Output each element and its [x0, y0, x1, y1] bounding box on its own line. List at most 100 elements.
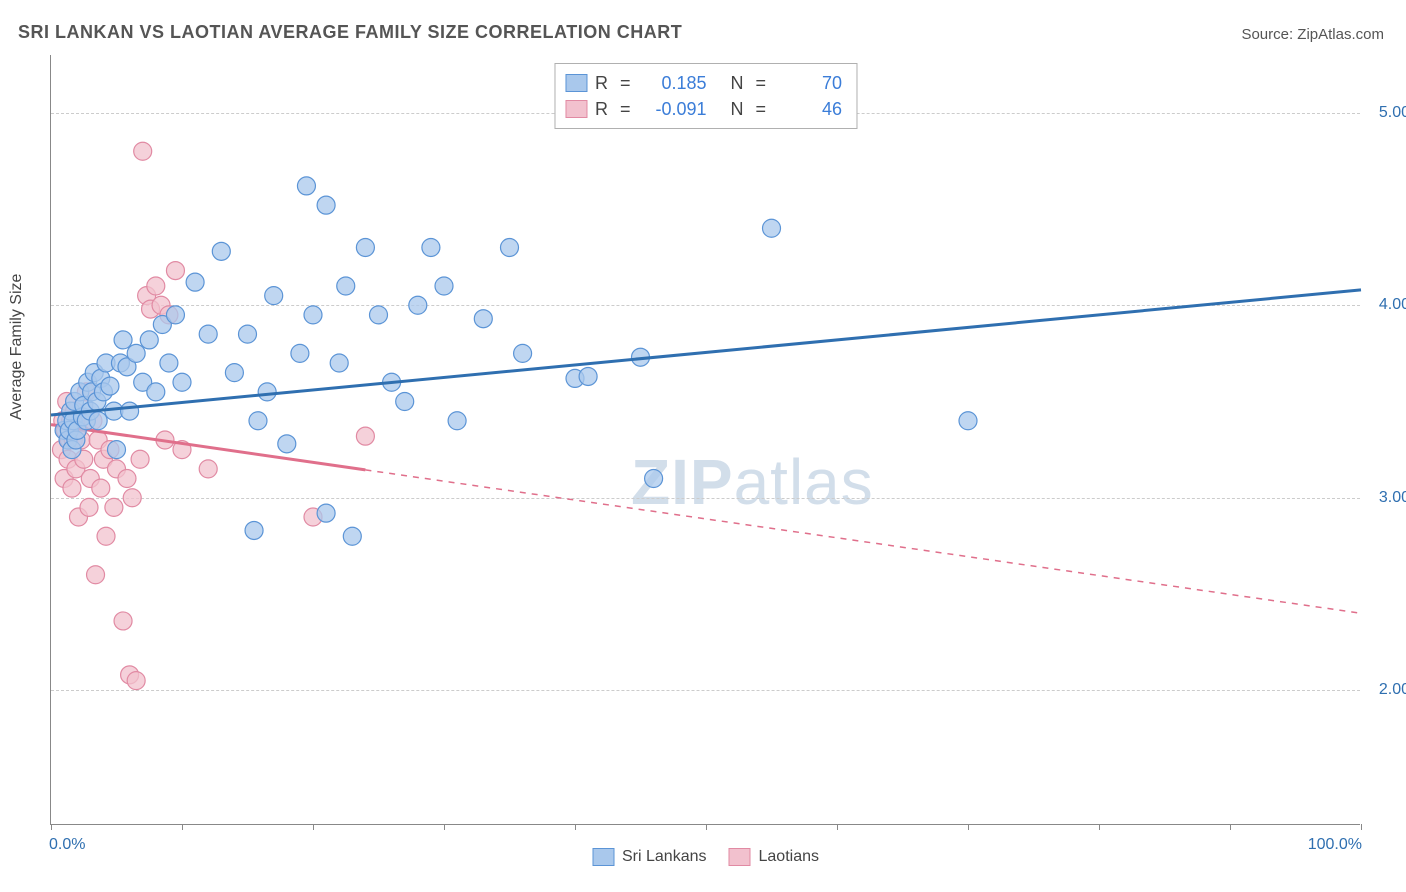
ytick-label: 3.00: [1365, 489, 1406, 507]
legend-label-lao: Laotians: [759, 848, 820, 866]
swatch-sri: [592, 848, 614, 866]
scatter-point-sri: [89, 412, 107, 430]
x-label-left: 0.0%: [49, 836, 85, 854]
scatter-point-lao: [131, 450, 149, 468]
xtick: [968, 824, 969, 830]
y-axis-title: Average Family Size: [8, 274, 26, 420]
scatter-point-sri: [278, 435, 296, 453]
swatch-lao: [565, 100, 587, 118]
ytick-label: 4.00: [1365, 296, 1406, 314]
swatch-lao: [729, 848, 751, 866]
ytick-label: 2.00: [1365, 681, 1406, 699]
stats-row-sri: R= 0.185 N= 70: [565, 70, 842, 96]
scatter-point-sri: [121, 402, 139, 420]
scatter-point-sri: [356, 239, 374, 257]
scatter-point-sri: [160, 354, 178, 372]
stat-r-sri: 0.185: [649, 73, 707, 94]
scatter-point-sri: [166, 306, 184, 324]
scatter-point-sri: [409, 296, 427, 314]
scatter-point-lao: [105, 498, 123, 516]
chart-title: SRI LANKAN VS LAOTIAN AVERAGE FAMILY SIZ…: [18, 22, 682, 43]
scatter-point-lao: [92, 479, 110, 497]
scatter-point-sri: [304, 306, 322, 324]
scatter-point-sri: [108, 441, 126, 459]
xtick: [575, 824, 576, 830]
scatter-point-sri: [249, 412, 267, 430]
scatter-point-sri: [101, 377, 119, 395]
scatter-point-sri: [317, 504, 335, 522]
scatter-point-sri: [474, 310, 492, 328]
scatter-point-lao: [114, 612, 132, 630]
stat-n-lao: 46: [784, 99, 842, 120]
x-label-right: 100.0%: [1308, 836, 1362, 854]
scatter-point-sri: [265, 287, 283, 305]
scatter-point-sri: [579, 367, 597, 385]
scatter-point-lao: [127, 672, 145, 690]
xtick: [1099, 824, 1100, 830]
scatter-point-sri: [396, 393, 414, 411]
xtick: [313, 824, 314, 830]
xtick: [182, 824, 183, 830]
scatter-point-sri: [297, 177, 315, 195]
source-label: Source: ZipAtlas.com: [1241, 26, 1384, 43]
scatter-point-sri: [959, 412, 977, 430]
xtick: [51, 824, 52, 830]
scatter-point-lao: [134, 142, 152, 160]
eq: =: [756, 99, 767, 120]
scatter-point-sri: [245, 521, 263, 539]
stats-legend: R= 0.185 N= 70 R= -0.091 N= 46: [554, 63, 857, 129]
scatter-point-lao: [123, 489, 141, 507]
swatch-sri: [565, 74, 587, 92]
scatter-point-sri: [212, 242, 230, 260]
scatter-point-lao: [97, 527, 115, 545]
legend-label-sri: Sri Lankans: [622, 848, 707, 866]
scatter-point-lao: [356, 427, 374, 445]
scatter-point-lao: [166, 262, 184, 280]
eq: =: [756, 73, 767, 94]
scatter-point-sri: [422, 239, 440, 257]
eq: =: [620, 73, 631, 94]
scatter-point-lao: [147, 277, 165, 295]
stat-n-label: N: [731, 73, 744, 94]
scatter-point-sri: [140, 331, 158, 349]
trend-line-dashed-lao: [365, 470, 1361, 613]
scatter-point-sri: [370, 306, 388, 324]
bottom-legend: Sri Lankans Laotians: [592, 848, 819, 866]
scatter-point-sri: [645, 470, 663, 488]
scatter-point-lao: [80, 498, 98, 516]
scatter-point-sri: [186, 273, 204, 291]
scatter-point-sri: [239, 325, 257, 343]
stat-r-label: R: [595, 99, 608, 120]
scatter-point-sri: [317, 196, 335, 214]
trend-line-sri: [51, 290, 1361, 415]
scatter-point-sri: [337, 277, 355, 295]
scatter-point-sri: [173, 373, 191, 391]
stat-n-label: N: [731, 99, 744, 120]
xtick: [1361, 824, 1362, 830]
scatter-point-sri: [114, 331, 132, 349]
legend-item-sri: Sri Lankans: [592, 848, 707, 866]
scatter-point-sri: [225, 364, 243, 382]
eq: =: [620, 99, 631, 120]
scatter-point-sri: [435, 277, 453, 295]
scatter-point-sri: [199, 325, 217, 343]
scatter-point-sri: [147, 383, 165, 401]
scatter-point-sri: [514, 344, 532, 362]
scatter-point-lao: [118, 470, 136, 488]
xtick: [706, 824, 707, 830]
stat-r-lao: -0.091: [649, 99, 707, 120]
scatter-point-sri: [258, 383, 276, 401]
scatter-point-sri: [343, 527, 361, 545]
scatter-point-sri: [448, 412, 466, 430]
scatter-point-sri: [763, 219, 781, 237]
scatter-point-lao: [63, 479, 81, 497]
chart-svg: [51, 55, 1360, 824]
xtick: [444, 824, 445, 830]
scatter-point-lao: [87, 566, 105, 584]
scatter-point-lao: [199, 460, 217, 478]
scatter-point-sri: [501, 239, 519, 257]
ytick-label: 5.00: [1365, 104, 1406, 122]
stats-row-lao: R = -0.091 N = 46: [565, 96, 842, 122]
scatter-point-sri: [330, 354, 348, 372]
xtick: [1230, 824, 1231, 830]
